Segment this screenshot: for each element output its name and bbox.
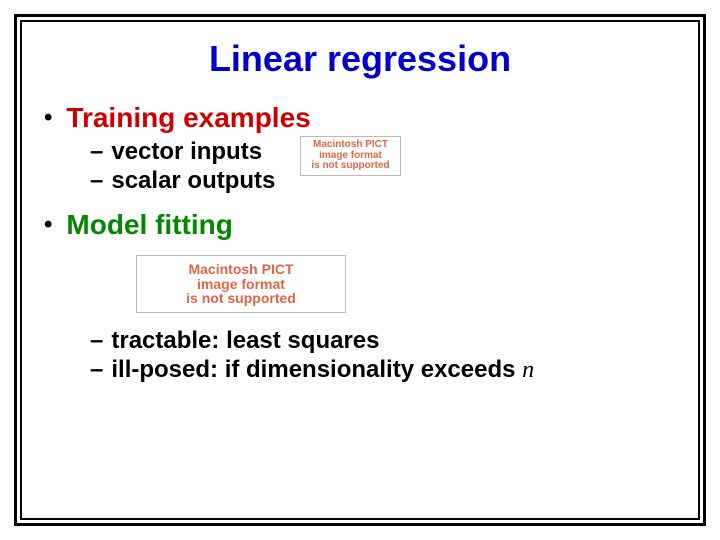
slide: Linear regression • Training examples – … xyxy=(0,0,720,540)
bullet-text: Training examples xyxy=(66,102,310,134)
sub-bullet-ill-posed: – ill-posed: if dimensionality exceeds n xyxy=(90,356,684,384)
pict-line: Macintosh PICT xyxy=(313,139,388,150)
bullet-model-fitting: • Model fitting xyxy=(44,209,684,241)
sub-group-1: – vector inputs – scalar outputs Macinto… xyxy=(90,138,684,195)
pict-line: image format xyxy=(197,276,285,292)
bullet-dot-icon: • xyxy=(44,106,52,130)
sub-bullet-text: tractable: least squares xyxy=(111,327,379,355)
pict-line: is not supported xyxy=(186,290,296,306)
pict-line: is not supported xyxy=(311,160,389,171)
sub-bullet-prefix: ill-posed: if dimensionality exceeds xyxy=(111,356,522,383)
pict-line: image format xyxy=(319,150,382,161)
dash-icon: – xyxy=(90,356,103,384)
dash-icon: – xyxy=(90,327,103,355)
dash-icon: – xyxy=(90,167,103,195)
pict-placeholder-icon: Macintosh PICT image format is not suppo… xyxy=(300,136,401,176)
bullet-training-examples: • Training examples xyxy=(44,102,684,134)
pict-line: Macintosh PICT xyxy=(188,261,293,277)
frame-outer: Linear regression • Training examples – … xyxy=(14,14,706,526)
frame-inner: Linear regression • Training examples – … xyxy=(20,20,700,520)
bullet-dot-icon: • xyxy=(44,213,52,237)
pict-placeholder-icon: Macintosh PICT image format is not suppo… xyxy=(136,255,346,313)
sub-bullet-text: vector inputs xyxy=(111,138,262,166)
sub-group-2: – tractable: least squares – ill-posed: … xyxy=(90,327,684,384)
dash-icon: – xyxy=(90,138,103,166)
bullet-text: Model fitting xyxy=(66,209,232,241)
slide-title: Linear regression xyxy=(36,38,684,80)
sub-bullet-italic-n: n xyxy=(522,357,534,383)
sub-bullet-tractable: – tractable: least squares xyxy=(90,327,684,355)
sub-bullet-text: ill-posed: if dimensionality exceeds n xyxy=(111,356,534,384)
sub-bullet-text: scalar outputs xyxy=(111,167,275,195)
